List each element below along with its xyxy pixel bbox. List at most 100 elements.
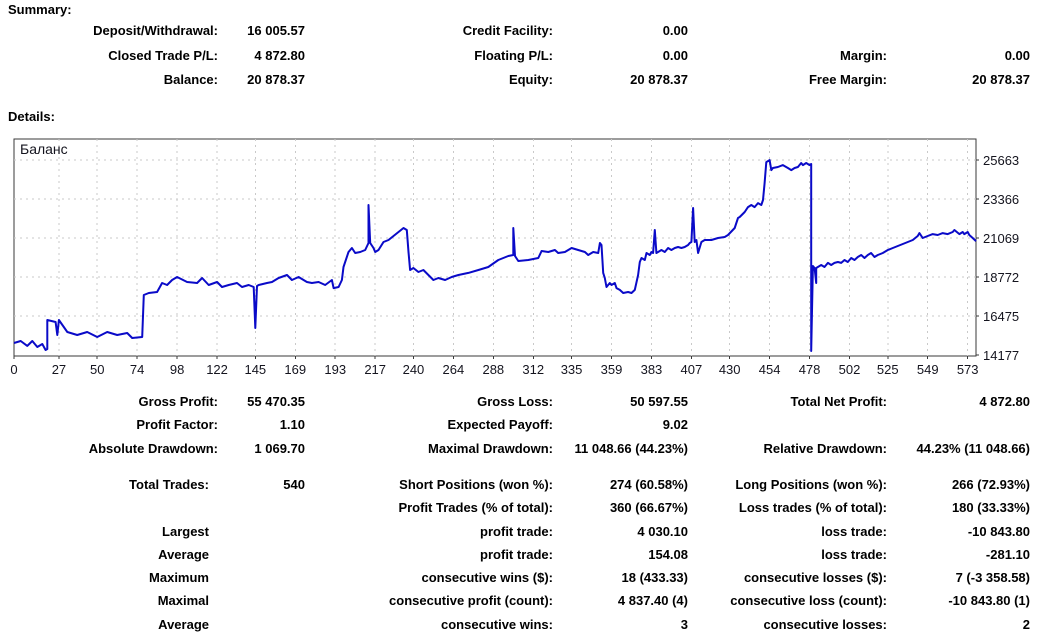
- report-value: -10 843.80: [967, 523, 1030, 539]
- details-table-bottom: Total Trades: 540 Short Positions (won %):…: [0, 473, 1030, 636]
- x-tick-label: 74: [130, 362, 144, 377]
- report-row: Profit Factor: 1.10 Expected Payoff: 9.02: [0, 413, 1030, 436]
- report-label: [688, 19, 887, 44]
- report-row: Deposit/Withdrawal: 16 005.57 Credit Facil…: [0, 19, 1030, 44]
- report-value: [209, 589, 305, 612]
- report-value: 9.02: [662, 417, 688, 433]
- chart-series-label: Баланс: [20, 141, 68, 157]
- x-tick-label: 50: [90, 362, 104, 377]
- x-tick-label: 240: [403, 362, 425, 377]
- report-row: Profit Trades (% of total): 360 (66.67%) L…: [0, 496, 1030, 519]
- report-label: loss trade:: [821, 546, 887, 562]
- x-tick-label: 573: [957, 362, 979, 377]
- y-tick-label: 16475: [983, 309, 1019, 324]
- y-tick-label: 23366: [983, 192, 1019, 207]
- report-value: [887, 19, 1030, 44]
- report-value: 3: [680, 616, 688, 632]
- report-value: 16 005.57: [247, 23, 305, 38]
- x-tick-label: 145: [244, 362, 266, 377]
- report-label: Maximal Drawdown:: [428, 440, 553, 456]
- x-tick-label: 407: [681, 362, 703, 377]
- report-label: Profit Trades (% of total):: [398, 500, 553, 516]
- report-value: [209, 496, 305, 519]
- report-value: [887, 413, 1030, 436]
- report-label: consecutive losses ($):: [743, 570, 887, 586]
- report-value: 0.00: [662, 23, 688, 38]
- report-value: [209, 613, 305, 636]
- report-label: consecutive wins:: [441, 616, 553, 632]
- x-tick-label: 264: [443, 362, 465, 377]
- report-value: 18 (433.33): [621, 570, 689, 586]
- report-row: Balance: 20 878.37 Equity: 20 878.37 Free Ma…: [0, 68, 1030, 93]
- report-value: -10 843.80 (1): [948, 593, 1030, 609]
- report-value: 20 878.37: [247, 72, 305, 87]
- report-value: 1 069.70: [254, 440, 305, 456]
- report-row: Maximal consecutive profit (count): 4 837.…: [0, 589, 1030, 612]
- report-label: Closed Trade P/L:: [108, 47, 218, 63]
- report-label: Maximum: [149, 570, 209, 586]
- x-tick-label: 288: [482, 362, 504, 377]
- report-label: consecutive profit (count):: [389, 593, 553, 609]
- report-value: 180 (33.33%): [951, 500, 1030, 516]
- report-label: Gross Loss:: [477, 394, 553, 409]
- report-row: Maximum consecutive wins ($): 18 (433.33) c…: [0, 566, 1030, 589]
- balance-chart: 0 27 50 74 98 122 145 169 193 217 240 264 288 312 335 3…: [0, 130, 1058, 386]
- report-row: Total Trades: 540 Short Positions (won %):…: [0, 473, 1030, 496]
- report-value: 274 (60.58%): [609, 477, 688, 492]
- y-tick-label: 18772: [983, 270, 1019, 285]
- y-tick-label: 14177: [983, 348, 1019, 363]
- report-label: Total Trades:: [129, 477, 209, 492]
- report-value: -281.10: [985, 546, 1030, 562]
- x-tick-label: 430: [719, 362, 741, 377]
- report-value: 4 872.80: [254, 47, 305, 63]
- x-tick-label: 312: [522, 362, 544, 377]
- report-value: 11 048.66 (44.23%): [574, 440, 688, 456]
- report-row: Average consecutive wins: 3 consecutive los…: [0, 613, 1030, 636]
- report-label: Credit Facility:: [462, 23, 553, 38]
- report-label: profit trade:: [480, 523, 553, 539]
- summary-heading: Summary:: [8, 2, 72, 17]
- report-label: Absolute Drawdown:: [88, 440, 218, 456]
- report-label: Balance:: [163, 72, 218, 87]
- summary-table: Deposit/Withdrawal: 16 005.57 Credit Facil…: [0, 19, 1030, 93]
- report-row: Gross Profit: 55 470.35 Gross Loss: 50 597.…: [0, 390, 1030, 413]
- report-value: 20 878.37: [630, 72, 688, 87]
- report-value: 7 (-3 358.58): [955, 570, 1030, 586]
- report-label: Free Margin:: [808, 72, 887, 87]
- report-label: Average: [158, 616, 209, 632]
- report-label: [0, 496, 209, 519]
- report-label: consecutive wins ($):: [421, 570, 553, 586]
- x-tick-label: 525: [877, 362, 899, 377]
- report-value: 44.23% (11 048.66): [916, 440, 1030, 456]
- report-label: Total Net Profit:: [790, 394, 887, 409]
- report-value: 360 (66.67%): [609, 500, 688, 516]
- x-tick-label: 27: [52, 362, 66, 377]
- report-label: loss trade:: [821, 523, 887, 539]
- report-label: Margin:: [840, 47, 887, 63]
- report-row: Average profit trade: 154.08 loss trade: -28…: [0, 543, 1030, 566]
- report-value: 4 872.80: [979, 394, 1030, 409]
- report-label: Largest: [162, 523, 209, 539]
- report-value: 20 878.37: [972, 72, 1030, 87]
- report-value: 0.00: [662, 47, 688, 63]
- x-tick-label: 217: [364, 362, 386, 377]
- report-value: 2: [1022, 616, 1030, 632]
- x-tick-label: 335: [561, 362, 583, 377]
- x-tick-label: 478: [799, 362, 821, 377]
- report-label: Deposit/Withdrawal:: [93, 23, 218, 38]
- report-value: 55 470.35: [247, 394, 305, 409]
- report-label: Expected Payoff:: [447, 417, 553, 433]
- report-label: Equity:: [508, 72, 553, 87]
- report-value: [209, 566, 305, 589]
- x-tick-label: 549: [917, 362, 939, 377]
- report-value: 154.08: [648, 546, 688, 562]
- report-row: Largest profit trade: 4 030.10 loss trade: -…: [0, 520, 1030, 543]
- report-label: consecutive loss (count):: [730, 593, 887, 609]
- y-tick-label: 21069: [983, 231, 1019, 246]
- balance-line: [13, 159, 977, 352]
- report-value: 0.00: [1004, 47, 1030, 63]
- details-heading: Details:: [8, 109, 55, 124]
- report-label: Floating P/L:: [474, 47, 553, 63]
- y-tick-label: 25663: [983, 153, 1019, 168]
- details-table-top: Gross Profit: 55 470.35 Gross Loss: 50 597.…: [0, 390, 1030, 460]
